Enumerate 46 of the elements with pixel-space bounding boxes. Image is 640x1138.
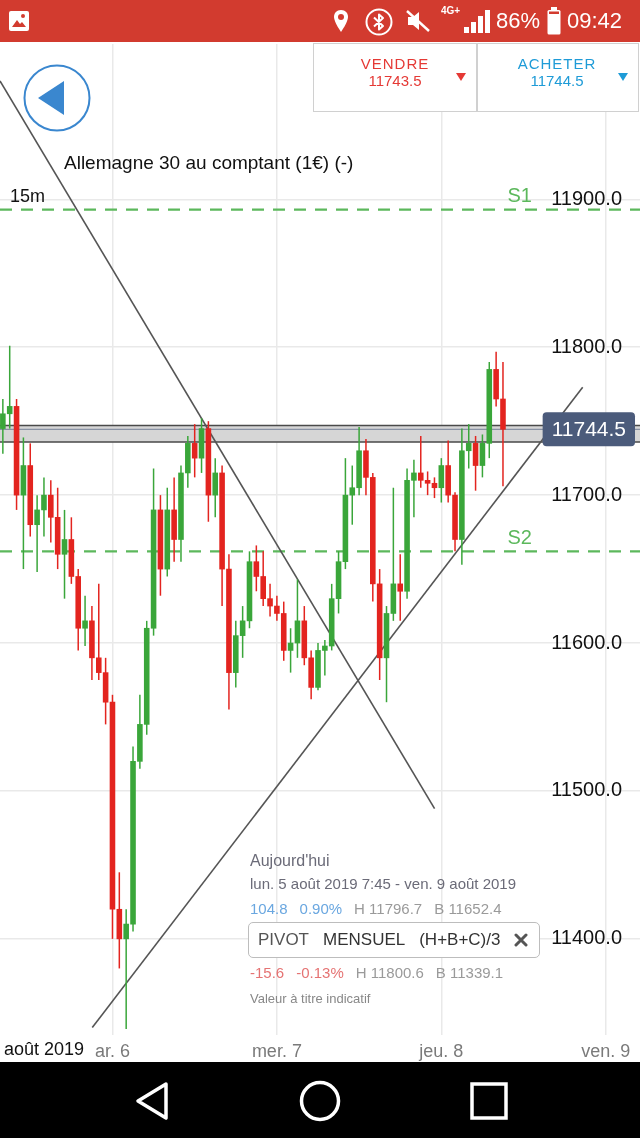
annotation: H 11796.7 [354, 900, 423, 918]
annotation: 0.90% [299, 900, 343, 918]
candlestick [82, 594, 88, 647]
annotation: H 11800.6 [355, 964, 424, 982]
y-tick-label: 11700.0 [551, 482, 622, 505]
text: Allemagne 30 au comptant (1€) (-) [64, 152, 354, 174]
annotation: VENDRE [360, 55, 430, 73]
y-tick-label: 11400.0 [551, 926, 622, 949]
annotation: B 11339.1 [435, 964, 504, 982]
candlestick [123, 908, 129, 1030]
candlestick [397, 553, 404, 622]
y-tick-label: 11900.0 [551, 186, 622, 209]
annotation: (H+B+C)/3 [419, 930, 501, 950]
annotation: -0.13% [296, 964, 344, 982]
candlestick [212, 457, 219, 519]
y-tick-label: 11500.0 [551, 778, 622, 801]
x-axis-title: août 2019 [4, 1038, 85, 1059]
candlestick [34, 494, 40, 573]
annotation: MENSUEL [323, 930, 406, 950]
annotation: Aujourd'hui [250, 852, 330, 871]
y-tick-label: 11600.0 [551, 630, 622, 653]
text: 86% [496, 8, 541, 34]
y-tick-label: 11800.0 [551, 334, 622, 357]
x-tick-label: mer. 7 [251, 1040, 302, 1061]
annotation: Valeur à titre indicatif [250, 991, 371, 1007]
candlestick [41, 476, 47, 538]
text: 15m [10, 186, 46, 207]
candlestick [438, 457, 445, 504]
annotation: 11743.5 [368, 72, 422, 90]
candlestick [61, 509, 68, 600]
text: 4G+ [441, 5, 461, 17]
x-tick-label: jeu. 8 [418, 1040, 464, 1061]
ref-line-label: 11744.5 [551, 417, 626, 441]
annotation: 11744.5 [530, 72, 584, 90]
candlestick [472, 435, 479, 492]
annotation: PIVOT [258, 930, 310, 950]
x-tick-label: ven. 9 [581, 1040, 631, 1061]
text: 09:42 [567, 8, 623, 34]
ref-line-label: S1 [507, 184, 532, 207]
annotation: B 11652.4 [434, 900, 502, 918]
ref-line-label: S2 [507, 525, 532, 548]
x-tick-label: ar. 6 [94, 1040, 130, 1061]
annotation: -15.6 [250, 964, 285, 982]
annotation: ACHETER [517, 55, 597, 73]
annotation: lun. 5 août 2019 7:45 - ven. 9 août 2019 [250, 875, 517, 893]
annotation: 104.8 [250, 900, 288, 918]
